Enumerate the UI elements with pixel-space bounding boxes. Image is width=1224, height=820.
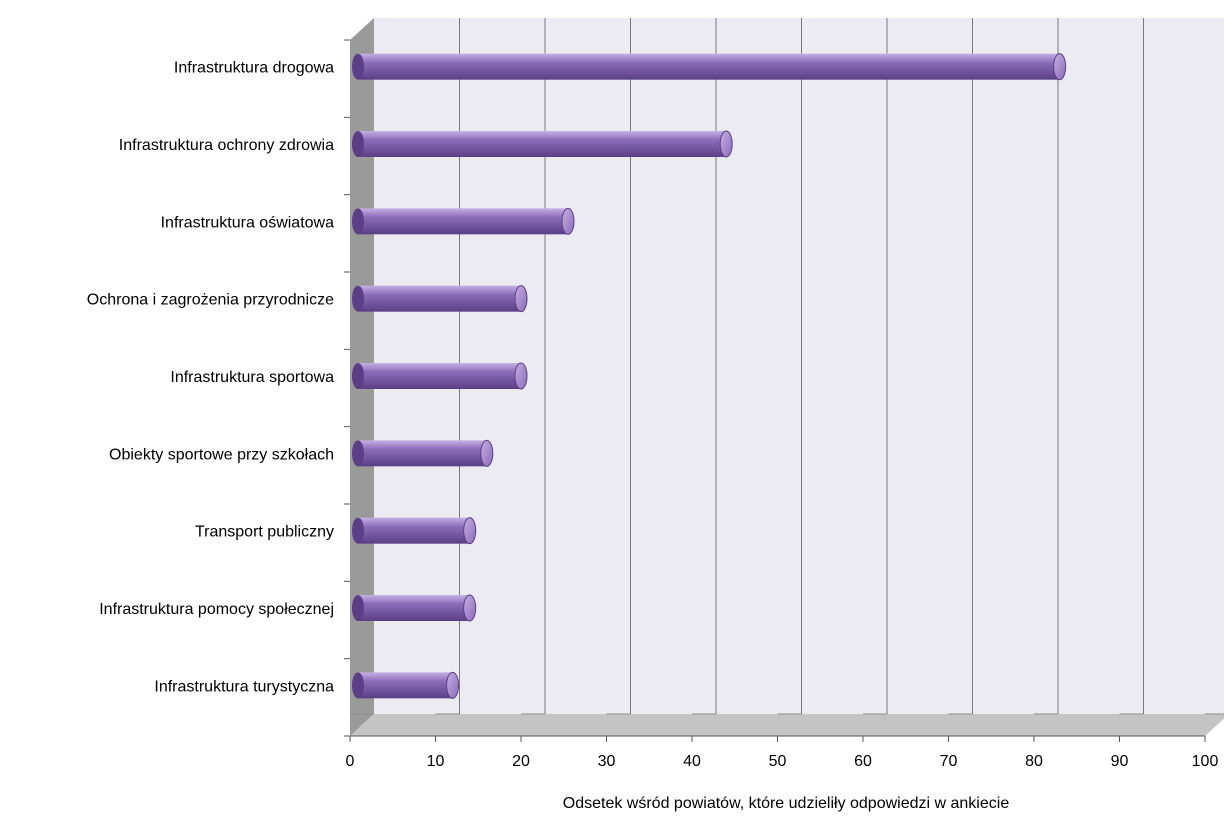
- category-label: Infrastruktura ochrony zdrowia: [119, 137, 334, 154]
- x-tick-label: 10: [427, 753, 445, 770]
- x-tick-label: 100: [1192, 753, 1219, 770]
- bar: [352, 439, 494, 467]
- bar: [352, 285, 528, 313]
- bar: [352, 130, 733, 158]
- x-tick-label: 80: [1025, 753, 1043, 770]
- category-label: Transport publiczny: [195, 524, 334, 541]
- x-tick-label: 30: [598, 753, 616, 770]
- x-tick-label: 90: [1111, 753, 1129, 770]
- bar: [352, 362, 528, 390]
- category-label: Infrastruktura sportowa: [170, 369, 334, 386]
- bar: [352, 594, 477, 622]
- category-label: Ochrona i zagrożenia przyrodnicze: [87, 292, 334, 309]
- category-label: Infrastruktura oświatowa: [161, 214, 335, 231]
- x-tick-label: 40: [683, 753, 701, 770]
- category-label: Obiekty sportowe przy szkołach: [109, 446, 334, 463]
- tick-labels: 0 10 20 30 40 50 60 70 80 90 100: [346, 753, 1219, 770]
- bar: [352, 671, 460, 699]
- x-tick-label: 50: [769, 753, 787, 770]
- plot-floor: [350, 714, 1224, 736]
- y-axis-ticks: [344, 39, 350, 737]
- plot-back-wall: [374, 18, 1224, 714]
- category-label: Infrastruktura pomocy społecznej: [99, 601, 334, 618]
- x-tick-label: 60: [854, 753, 872, 770]
- bar: [352, 207, 575, 235]
- category-labels: Infrastruktura drogowa Infrastruktura och…: [87, 60, 334, 696]
- bar: [352, 53, 1067, 81]
- x-tick-label: 70: [940, 753, 958, 770]
- x-axis: [349, 735, 1206, 742]
- category-label: Infrastruktura drogowa: [174, 60, 334, 77]
- bars: [352, 53, 1067, 699]
- bar: [352, 517, 477, 545]
- category-label: Infrastruktura turystyczna: [154, 678, 334, 695]
- x-axis-title: Odsetek wśród powiatów, które udzieliły …: [563, 795, 1010, 812]
- x-tick-label: 20: [512, 753, 530, 770]
- x-tick-label: 0: [346, 753, 355, 770]
